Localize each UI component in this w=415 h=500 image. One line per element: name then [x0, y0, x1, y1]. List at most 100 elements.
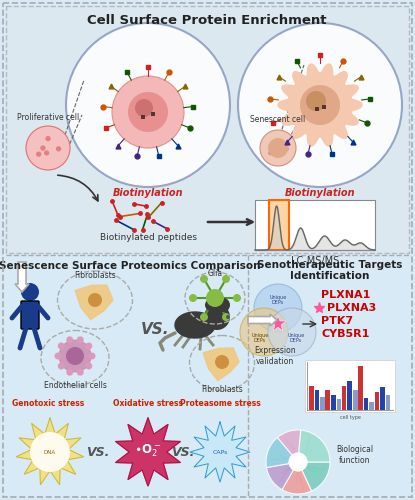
- Circle shape: [238, 23, 402, 187]
- Text: Senotherapeutic Targets: Senotherapeutic Targets: [257, 260, 403, 270]
- Bar: [151, 112, 155, 116]
- Circle shape: [222, 275, 230, 283]
- Bar: [353, 390, 358, 410]
- Text: CAPs: CAPs: [212, 450, 228, 454]
- Circle shape: [44, 150, 49, 156]
- Circle shape: [128, 92, 168, 132]
- Text: Biological
function: Biological function: [337, 446, 374, 464]
- Text: PLXNA3: PLXNA3: [327, 303, 376, 313]
- Text: Proliferative cell: Proliferative cell: [17, 114, 79, 122]
- Circle shape: [240, 308, 288, 356]
- Circle shape: [85, 362, 92, 370]
- Circle shape: [88, 352, 95, 360]
- Circle shape: [200, 275, 208, 283]
- Text: Senescent cell: Senescent cell: [250, 116, 305, 124]
- Circle shape: [189, 294, 197, 302]
- FancyBboxPatch shape: [6, 6, 409, 253]
- Wedge shape: [278, 430, 301, 462]
- Polygon shape: [116, 418, 181, 486]
- Circle shape: [284, 146, 289, 151]
- Circle shape: [268, 151, 273, 155]
- Circle shape: [222, 313, 230, 321]
- Circle shape: [204, 304, 230, 330]
- Circle shape: [59, 340, 91, 372]
- Bar: [141, 115, 145, 119]
- Bar: [386, 394, 391, 410]
- Bar: [269, 200, 289, 250]
- Bar: [380, 387, 385, 410]
- Bar: [331, 394, 336, 410]
- Bar: [342, 386, 347, 410]
- Circle shape: [268, 138, 288, 158]
- Bar: [320, 397, 325, 410]
- Text: PTK7: PTK7: [321, 316, 353, 326]
- Text: Unique
DEPs: Unique DEPs: [287, 332, 305, 344]
- Circle shape: [275, 150, 279, 154]
- Text: VS.: VS.: [141, 322, 169, 338]
- Text: Biotinylation: Biotinylation: [285, 188, 355, 198]
- Text: Identification: Identification: [290, 271, 370, 281]
- Bar: [315, 390, 319, 410]
- Circle shape: [276, 138, 280, 142]
- Bar: [337, 399, 341, 410]
- Text: VS.: VS.: [86, 446, 110, 460]
- Circle shape: [58, 362, 65, 370]
- Text: Proteasome stress: Proteasome stress: [180, 400, 260, 408]
- Circle shape: [268, 308, 316, 356]
- Circle shape: [300, 85, 340, 125]
- Bar: [369, 402, 374, 410]
- Polygon shape: [175, 312, 215, 338]
- Text: Senescence Surface Proteomics Comparison: Senescence Surface Proteomics Comparison: [0, 261, 261, 271]
- Circle shape: [272, 146, 276, 150]
- Text: Endothelial cells: Endothelial cells: [44, 380, 106, 390]
- FancyArrow shape: [248, 314, 277, 326]
- Text: Biotinylated peptides: Biotinylated peptides: [100, 234, 196, 242]
- FancyArrow shape: [15, 262, 29, 292]
- Text: Oxidative stress: Oxidative stress: [113, 400, 183, 408]
- Text: Genotoxic stress: Genotoxic stress: [12, 400, 84, 408]
- Circle shape: [85, 342, 92, 349]
- Bar: [269, 200, 289, 250]
- Circle shape: [260, 130, 296, 166]
- Circle shape: [206, 289, 224, 307]
- Text: Fibroblasts: Fibroblasts: [201, 386, 243, 394]
- Text: Unique
DEPs: Unique DEPs: [251, 332, 269, 344]
- Polygon shape: [203, 348, 239, 380]
- Circle shape: [112, 76, 184, 148]
- Bar: [358, 366, 363, 410]
- Text: DNA: DNA: [44, 450, 56, 454]
- Bar: [364, 398, 369, 410]
- Circle shape: [54, 352, 61, 360]
- Circle shape: [226, 315, 230, 319]
- Text: LC-MS/MS: LC-MS/MS: [291, 256, 339, 266]
- Text: CYB5R1: CYB5R1: [321, 329, 369, 339]
- Circle shape: [200, 313, 208, 321]
- Text: Fibroblasts: Fibroblasts: [74, 270, 116, 280]
- Text: VS.: VS.: [171, 446, 195, 460]
- Text: Expression
validation: Expression validation: [254, 346, 296, 366]
- FancyBboxPatch shape: [21, 301, 39, 329]
- Circle shape: [36, 152, 42, 157]
- Bar: [309, 386, 314, 410]
- Bar: [315, 107, 319, 111]
- Circle shape: [26, 126, 70, 170]
- Circle shape: [40, 146, 46, 150]
- Polygon shape: [75, 285, 113, 320]
- Wedge shape: [266, 462, 298, 489]
- Circle shape: [66, 368, 73, 376]
- Circle shape: [306, 91, 326, 111]
- Circle shape: [56, 146, 61, 152]
- Circle shape: [216, 298, 230, 312]
- Bar: [375, 392, 379, 410]
- Circle shape: [215, 355, 229, 369]
- Text: Biotinylation: Biotinylation: [113, 188, 183, 198]
- Circle shape: [66, 23, 230, 187]
- Circle shape: [88, 293, 102, 307]
- Bar: [255, 200, 375, 250]
- Text: PLXNA1: PLXNA1: [321, 290, 370, 300]
- Wedge shape: [298, 462, 330, 491]
- Text: $\bullet$O$_2^-$: $\bullet$O$_2^-$: [134, 443, 161, 459]
- Bar: [325, 390, 330, 410]
- Wedge shape: [298, 430, 330, 462]
- Bar: [305, 360, 395, 412]
